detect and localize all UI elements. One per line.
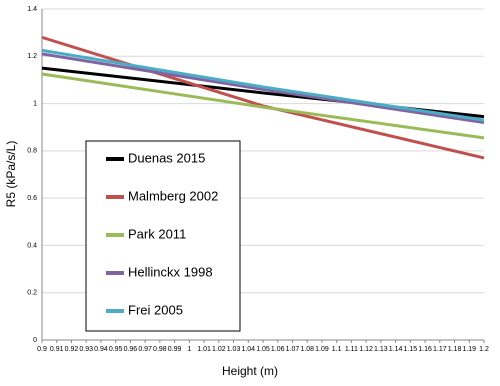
series-line: [41, 72, 485, 140]
x-tick-label: 1.03: [227, 346, 241, 353]
legend-label: Malmberg 2002: [128, 188, 218, 203]
x-tick-label: 0.91: [50, 346, 64, 353]
legend-label: Hellinckx 1998: [128, 264, 213, 279]
x-tick-label: 1.08: [300, 346, 314, 353]
x-tick-label: 0.95: [109, 346, 123, 353]
x-tick-label: 1.13: [374, 346, 388, 353]
y-tick-label: 0.8: [27, 148, 37, 155]
x-tick-label: 1.02: [212, 346, 226, 353]
legend-label: Park 2011: [128, 226, 186, 241]
y-axis-label: R5 (kPa/s/L): [4, 141, 18, 208]
y-tick-label: 0.2: [27, 290, 37, 297]
y-tick-label: 0.4: [27, 242, 37, 249]
series-line: [41, 52, 485, 124]
x-tick-label: 1.07: [286, 346, 300, 353]
x-tick-label: 0.98: [153, 346, 167, 353]
x-tick-label: 1.06: [271, 346, 285, 353]
x-tick-label: 1.14: [389, 346, 403, 353]
x-tick-label: 1.05: [256, 346, 270, 353]
x-tick-label: 1.09: [315, 346, 329, 353]
x-tick-label: 1.17: [433, 346, 447, 353]
x-axis-label: Height (m): [222, 364, 278, 378]
y-tick-label: 1.4: [27, 6, 37, 13]
x-tick-label: 1.04: [241, 346, 255, 353]
x-tick-label: 0.92: [65, 346, 79, 353]
legend-label: Frei 2005: [128, 302, 183, 317]
x-tick-label: 1.12: [359, 346, 373, 353]
series-line: [41, 48, 485, 122]
x-tick-label: 0.94: [94, 346, 108, 353]
x-tick-label: 1.18: [448, 346, 462, 353]
y-tick-label: 1: [33, 100, 37, 107]
x-tick-label: 0.93: [79, 346, 93, 353]
x-tick-label: 1.2: [479, 346, 489, 353]
y-tick-label: 0: [33, 337, 37, 344]
x-tick-label: 0.99: [168, 346, 182, 353]
x-tick-label: 1.01: [197, 346, 211, 353]
y-tick-label: 0.6: [27, 195, 37, 202]
x-tick-label: 1.15: [404, 346, 418, 353]
legend-label: Duenas 2015: [128, 150, 205, 165]
x-tick-label: 0.9: [37, 346, 47, 353]
x-tick-label: 1.19: [462, 346, 476, 353]
x-tick-label: 0.97: [138, 346, 152, 353]
x-tick-label: 0.96: [124, 346, 138, 353]
series-line: [41, 35, 485, 160]
x-tick-label: 1.16: [418, 346, 432, 353]
x-tick-label: 1.11: [345, 346, 358, 353]
x-tick-label: 1.1: [332, 346, 342, 353]
y-tick-label: 1.2: [27, 53, 37, 60]
x-tick-label: 1: [187, 346, 191, 353]
